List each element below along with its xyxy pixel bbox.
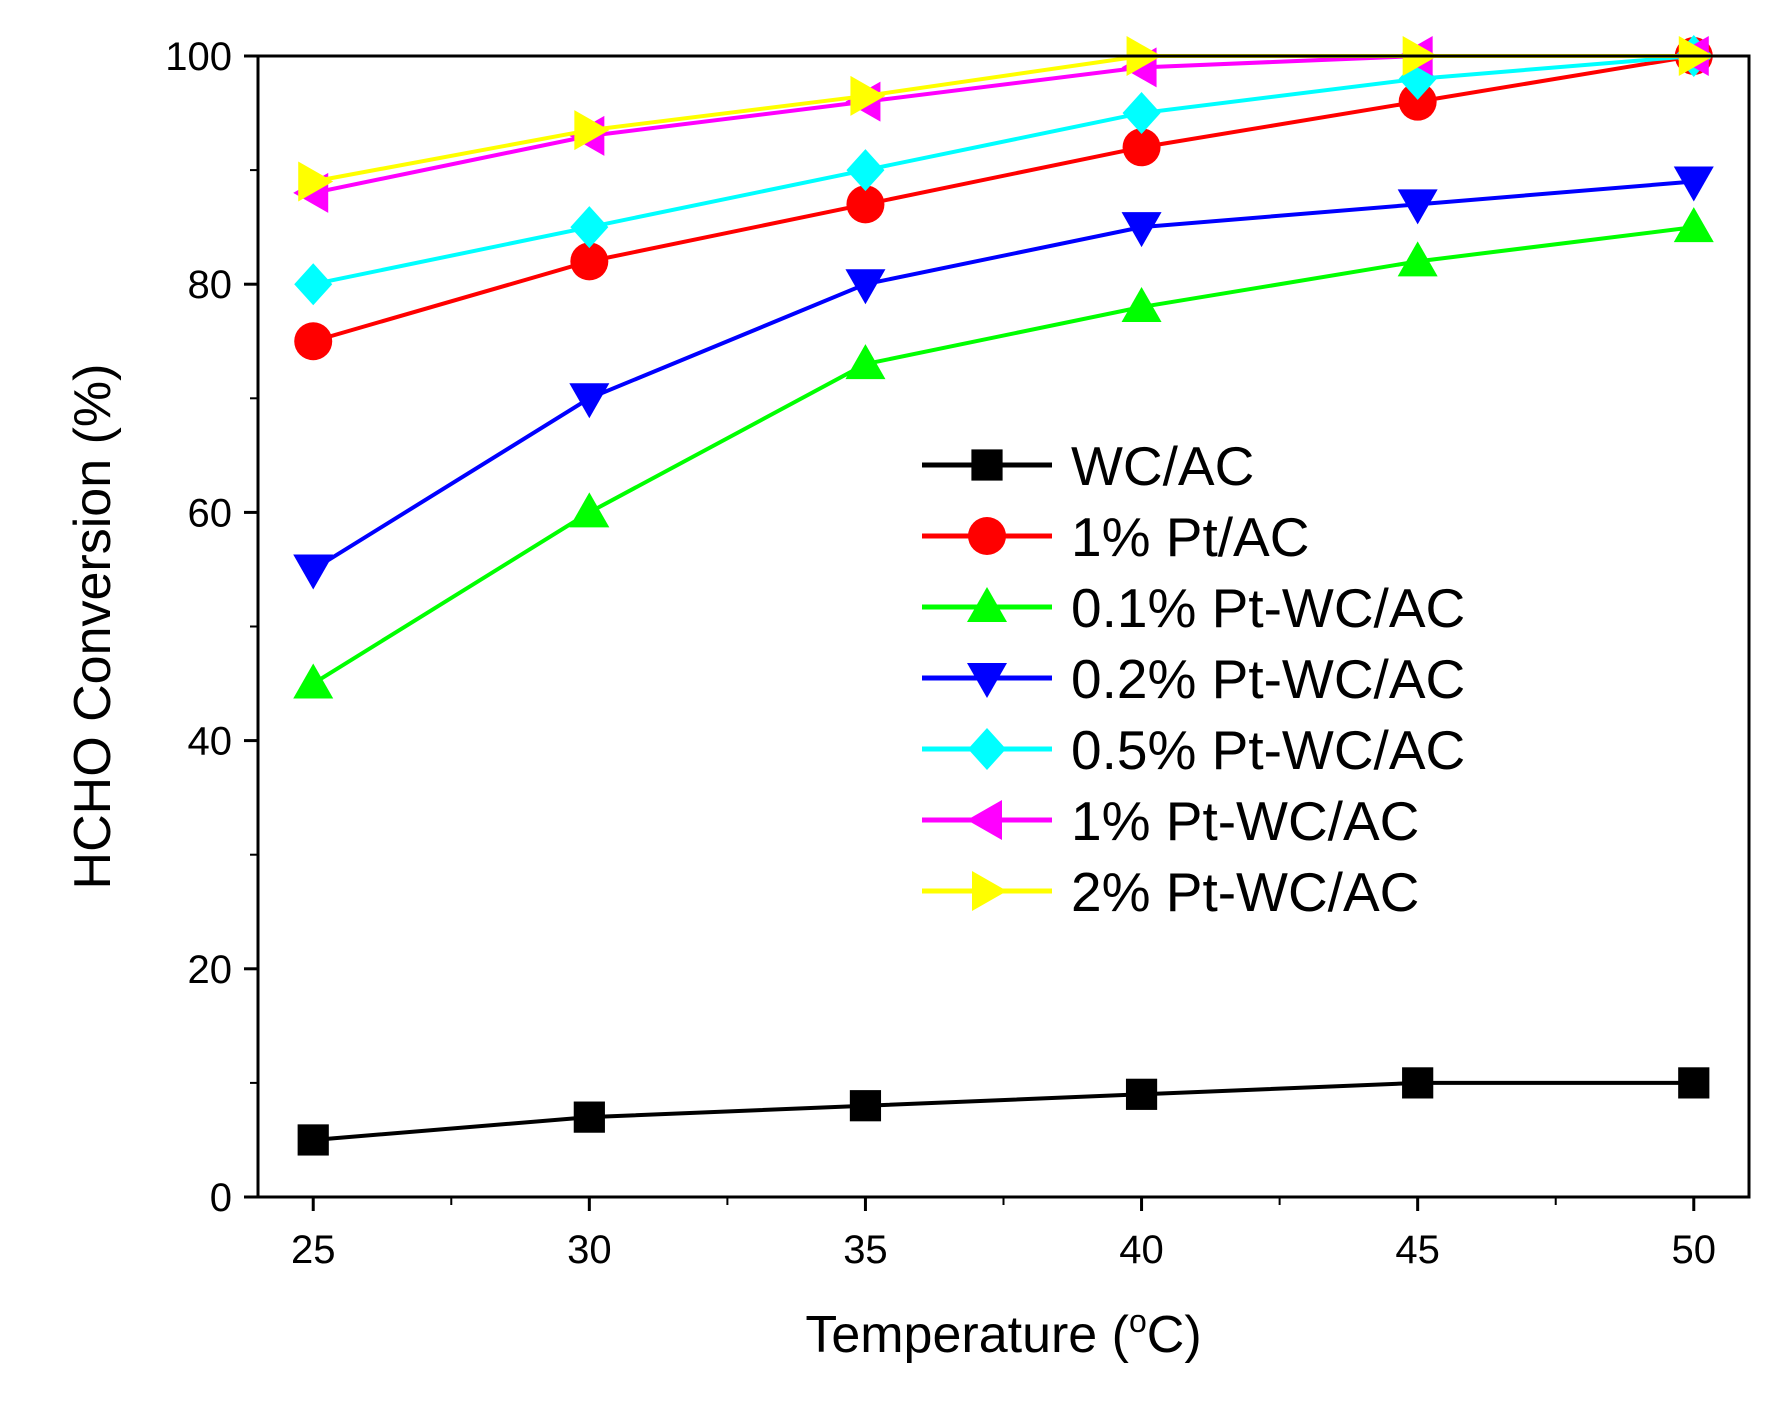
legend-item-0-1-pt-wc-ac: 0.1% Pt-WC/AC <box>922 577 1465 639</box>
y-tick-label: 20 <box>188 948 233 992</box>
data-point-wc-ac <box>849 1090 882 1122</box>
series-line-0-1-pt-wc-ac <box>312 225 1695 686</box>
series-line-0-2-pt-wc-ac <box>312 179 1694 572</box>
legend-label: 0.5% Pt-WC/AC <box>1071 719 1465 781</box>
legend-marker <box>971 449 1003 481</box>
legend-marker <box>968 517 1006 555</box>
series-0-2-pt-wc-ac <box>293 166 1714 590</box>
data-point-0-2-pt-wc-ac <box>1121 212 1162 248</box>
x-tick-label: 30 <box>567 1228 612 1272</box>
legend-label: WC/AC <box>1071 435 1254 497</box>
legend-item-0-2-pt-wc-ac: 0.2% Pt-WC/AC <box>922 648 1465 710</box>
data-point-0-1-pt-wc-ac <box>569 492 610 528</box>
legend-marker <box>968 728 1006 770</box>
data-point-1-pt-ac <box>570 242 609 281</box>
data-point-1-pt-ac <box>1122 128 1161 167</box>
x-tick-label: 50 <box>1672 1228 1717 1272</box>
x-tick-label: 35 <box>843 1228 888 1272</box>
legend-marker <box>972 871 1007 911</box>
data-point-1-pt-ac <box>294 322 333 361</box>
legend-marker <box>967 587 1007 622</box>
data-point-0-1-pt-wc-ac <box>293 663 334 699</box>
y-tick-label: 60 <box>188 491 233 535</box>
legend-marker <box>967 663 1007 698</box>
data-point-wc-ac <box>573 1101 605 1133</box>
series-line-1-pt-ac <box>312 54 1695 344</box>
data-point-0-1-pt-wc-ac <box>1673 207 1714 243</box>
data-point-0-1-pt-wc-ac <box>845 344 886 380</box>
legend: WC/AC 1% Pt/AC 0.1% Pt-WC/AC 0.2% Pt-WC/AC 0… <box>922 435 1465 923</box>
x-tick-label: 45 <box>1395 1228 1440 1272</box>
data-point-1-pt-ac <box>1398 82 1437 121</box>
x-axis-title-unit: C) <box>1147 1306 1202 1364</box>
series-wc-ac <box>297 1067 1710 1156</box>
x-tick-label: 40 <box>1119 1228 1164 1272</box>
x-axis-title-main: Temperature ( <box>805 1306 1129 1364</box>
data-point-0-2-pt-wc-ac <box>1397 189 1438 225</box>
ticks-layer: 25 30 35 40 45 50 0 20 40 60 80 100 <box>165 35 1716 1272</box>
data-point-0-1-pt-wc-ac <box>1121 287 1162 323</box>
data-point-0-5-pt-wc-ac <box>846 149 885 192</box>
data-point-2-pt-wc-ac <box>298 161 334 202</box>
y-tick-label: 80 <box>188 263 233 307</box>
legend-item-wc-ac: WC/AC <box>922 435 1254 497</box>
legend-label: 1% Pt/AC <box>1071 506 1309 568</box>
x-tick-label: 25 <box>291 1228 336 1272</box>
data-point-wc-ac <box>297 1124 329 1156</box>
x-axis-title-superscript: o <box>1129 1303 1147 1339</box>
data-point-0-2-pt-wc-ac <box>1673 166 1714 202</box>
y-tick-label: 100 <box>165 35 232 79</box>
legend-label: 0.1% Pt-WC/AC <box>1071 577 1465 639</box>
legend-label: 1% Pt-WC/AC <box>1071 790 1419 852</box>
legend-item-1-pt-ac: 1% Pt/AC <box>922 506 1309 568</box>
legend-label: 2% Pt-WC/AC <box>1071 861 1419 923</box>
data-point-0-2-pt-wc-ac <box>293 554 334 590</box>
data-point-2-pt-wc-ac <box>850 75 886 116</box>
series-line-wc-ac <box>313 1080 1694 1142</box>
y-axis-title: HCHO Conversion (%) <box>64 364 122 890</box>
data-point-1-pt-ac <box>846 185 885 224</box>
data-point-0-5-pt-wc-ac <box>570 206 609 249</box>
data-point-0-2-pt-wc-ac <box>845 269 886 305</box>
y-tick-label: 40 <box>188 720 233 764</box>
series-0-1-pt-wc-ac <box>293 207 1714 699</box>
legend-label: 0.2% Pt-WC/AC <box>1071 648 1465 710</box>
y-tick-label: 0 <box>210 1176 232 1220</box>
x-axis-title: Temperature (oC) <box>805 1303 1201 1364</box>
legend-item-1-pt-wc-ac: 1% Pt-WC/AC <box>922 790 1419 852</box>
data-point-2-pt-wc-ac <box>574 110 610 151</box>
data-point-0-1-pt-wc-ac <box>1397 241 1438 277</box>
series-line-0-5-pt-wc-ac <box>312 54 1694 287</box>
data-point-wc-ac <box>1125 1078 1158 1110</box>
data-point-0-5-pt-wc-ac <box>1122 92 1161 135</box>
legend-marker <box>967 800 1002 840</box>
data-point-0-5-pt-wc-ac <box>294 263 333 306</box>
data-point-wc-ac <box>1402 1067 1434 1099</box>
data-point-0-2-pt-wc-ac <box>569 383 610 419</box>
data-point-wc-ac <box>1678 1067 1710 1099</box>
legend-item-0-5-pt-wc-ac: 0.5% Pt-WC/AC <box>922 719 1465 781</box>
legend-item-2-pt-wc-ac: 2% Pt-WC/AC <box>922 861 1419 923</box>
